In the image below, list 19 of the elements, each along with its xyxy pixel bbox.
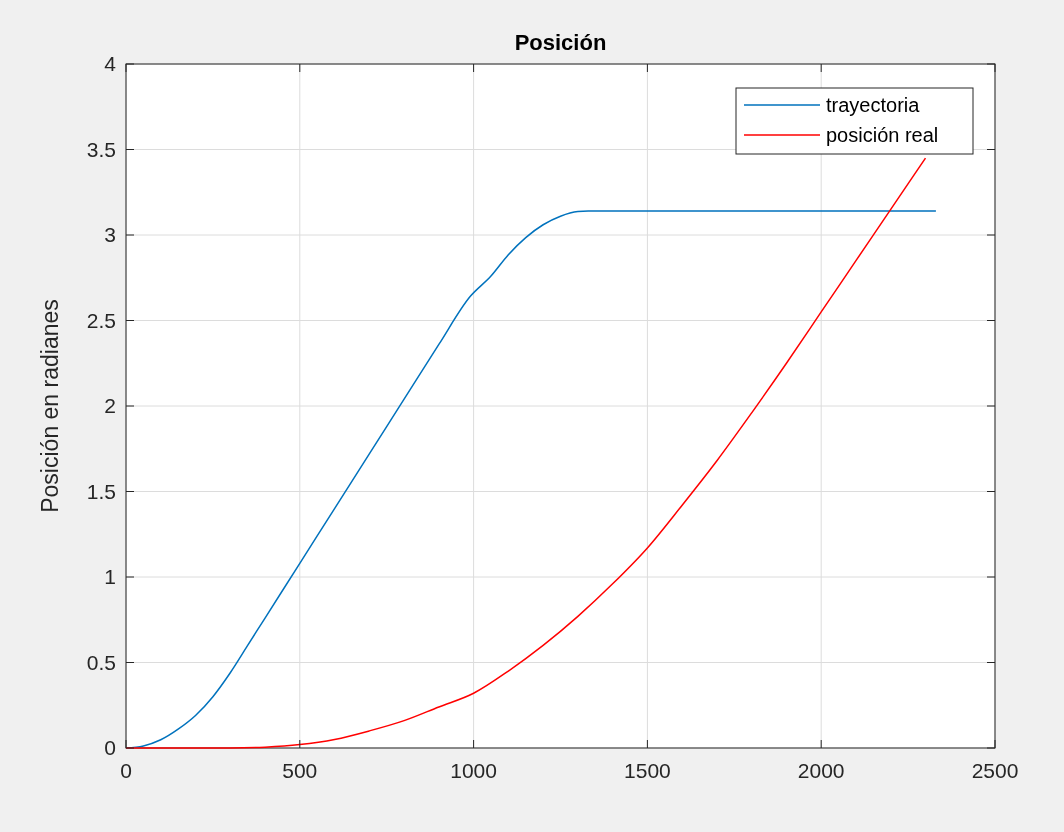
x-tick-label: 1000 (450, 759, 497, 782)
x-tick-label: 500 (282, 759, 318, 782)
x-tick-label: 0 (120, 759, 132, 782)
y-tick-label: 3.5 (86, 137, 116, 161)
y-tick-label: 1 (104, 565, 116, 588)
legend-label: trayectoria (826, 94, 921, 116)
y-tick-label: 3 (104, 223, 116, 246)
y-tick-label: 2 (104, 394, 116, 417)
x-tick-label: 2500 (971, 759, 1019, 782)
x-tick-label: 2000 (797, 759, 845, 782)
y-tick-label: 2.5 (86, 308, 116, 332)
y-tick-label: 0.5 (86, 650, 116, 674)
x-tick-label: 1500 (624, 759, 671, 782)
legend-label: posición real (826, 124, 939, 146)
y-tick-label: 4 (104, 52, 117, 75)
chart-title: Posición (514, 30, 607, 55)
y-tick-label: 0 (104, 736, 116, 759)
y-axis-title: Posición en radianes (37, 299, 63, 513)
y-tick-label: 1.5 (86, 479, 116, 503)
